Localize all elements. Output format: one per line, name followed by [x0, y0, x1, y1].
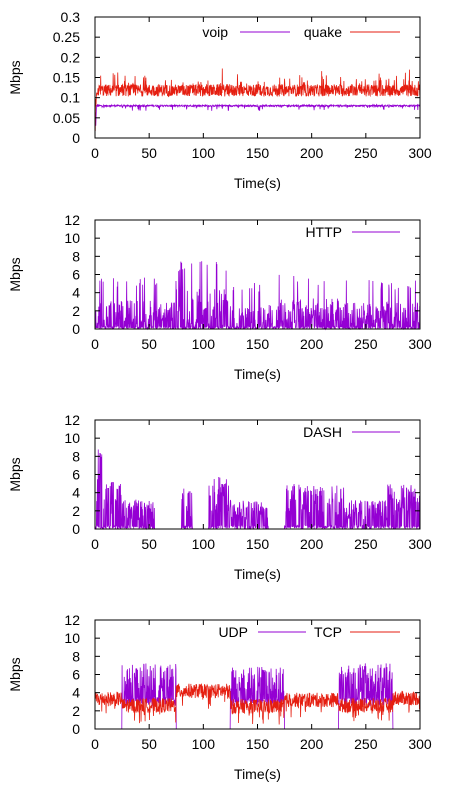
y-axis-label: Mbps — [7, 60, 23, 94]
x-tick-label: 150 — [246, 145, 270, 161]
legend-label-quake: quake — [304, 24, 342, 40]
x-tick-label: 200 — [300, 736, 324, 752]
x-tick-label: 0 — [91, 336, 99, 352]
x-tick-label: 150 — [246, 336, 270, 352]
x-axis-label: Time(s) — [234, 366, 281, 382]
y-tick-label: 8 — [72, 248, 80, 264]
x-tick-label: 0 — [91, 536, 99, 552]
series-line-quake — [94, 68, 421, 131]
x-tick-label: 50 — [141, 536, 157, 552]
legend-label-dash: DASH — [303, 424, 342, 440]
series-line-udp — [95, 663, 420, 730]
chart-2: 0 50 100 150 200 250 300 0 2 4 6 8 10 12 Time(s) Mbps HT… — [7, 212, 432, 382]
y-tick-label: 8 — [72, 648, 80, 664]
y-tick-label: 0.1 — [61, 90, 81, 106]
y-axis-label: Mbps — [7, 257, 23, 291]
y-tick-label: 2 — [72, 303, 80, 319]
x-tick-label: 300 — [408, 536, 432, 552]
x-tick-label: 0 — [91, 736, 99, 752]
x-axis-label: Time(s) — [234, 766, 281, 782]
y-tick-label: 4 — [72, 685, 80, 701]
y-tick-label: 10 — [64, 230, 80, 246]
y-tick-label: 10 — [64, 630, 80, 646]
x-tick-label: 200 — [300, 145, 324, 161]
x-tick-label: 200 — [300, 336, 324, 352]
x-tick-label: 50 — [141, 336, 157, 352]
legend-label-voip: voip — [202, 24, 228, 40]
x-axis-label: Time(s) — [234, 566, 281, 582]
x-tick-label: 150 — [246, 736, 270, 752]
series-line-voip — [94, 103, 421, 126]
x-tick-label: 200 — [300, 536, 324, 552]
y-tick-label: 2 — [72, 503, 80, 519]
legend-label-udp: UDP — [218, 624, 248, 640]
y-tick-label: 6 — [72, 467, 80, 483]
y-tick-label: 10 — [64, 430, 80, 446]
x-tick-label: 100 — [192, 145, 216, 161]
series-line-tcp — [94, 683, 421, 725]
y-tick-label: 6 — [72, 267, 80, 283]
chart-4: 0 50 100 150 200 250 300 0 2 4 6 8 10 12 Time(s) Mbps UD… — [7, 612, 432, 782]
y-tick-label: 4 — [72, 285, 80, 301]
y-axis-label: Mbps — [7, 657, 23, 691]
x-axis-label: Time(s) — [234, 175, 281, 191]
y-tick-label: 0.3 — [61, 9, 81, 25]
x-tick-label: 50 — [141, 736, 157, 752]
x-tick-label: 250 — [354, 336, 378, 352]
x-tick-label: 300 — [408, 736, 432, 752]
series-line-http — [94, 261, 421, 331]
series-line-dash — [94, 449, 421, 531]
y-tick-label: 12 — [64, 612, 80, 628]
x-tick-label: 300 — [408, 336, 432, 352]
y-tick-label: 0.25 — [53, 29, 80, 45]
chart-3: 0 50 100 150 200 250 300 0 2 4 6 8 10 12 Time(s) Mbps DA… — [7, 412, 432, 582]
y-tick-label: 0.2 — [61, 49, 81, 65]
y-tick-label: 0 — [72, 521, 80, 537]
x-tick-label: 100 — [192, 536, 216, 552]
x-tick-label: 100 — [192, 736, 216, 752]
y-tick-label: 12 — [64, 212, 80, 228]
x-tick-label: 100 — [192, 336, 216, 352]
y-tick-label: 4 — [72, 485, 80, 501]
x-tick-label: 250 — [354, 145, 378, 161]
x-tick-label: 250 — [354, 736, 378, 752]
y-tick-label: 12 — [64, 412, 80, 428]
legend-label-http: HTTP — [305, 224, 342, 240]
legend-label-tcp: TCP — [314, 624, 342, 640]
y-tick-label: 6 — [72, 667, 80, 683]
x-tick-label: 50 — [141, 145, 157, 161]
y-tick-label: 0 — [72, 321, 80, 337]
x-tick-label: 0 — [91, 145, 99, 161]
x-tick-label: 250 — [354, 536, 378, 552]
y-tick-label: 2 — [72, 703, 80, 719]
chart-1: 0 50 100 150 200 250 300 0 0.05 0.1 0.15 0.2 0.25 0.3… — [7, 9, 432, 191]
x-tick-label: 150 — [246, 536, 270, 552]
y-tick-label: 8 — [72, 448, 80, 464]
y-tick-label: 0 — [72, 721, 80, 737]
y-tick-label: 0 — [72, 130, 80, 146]
x-tick-label: 300 — [408, 145, 432, 161]
y-tick-label: 0.15 — [53, 70, 80, 86]
y-axis-label: Mbps — [7, 457, 23, 491]
y-tick-label: 0.05 — [53, 110, 80, 126]
